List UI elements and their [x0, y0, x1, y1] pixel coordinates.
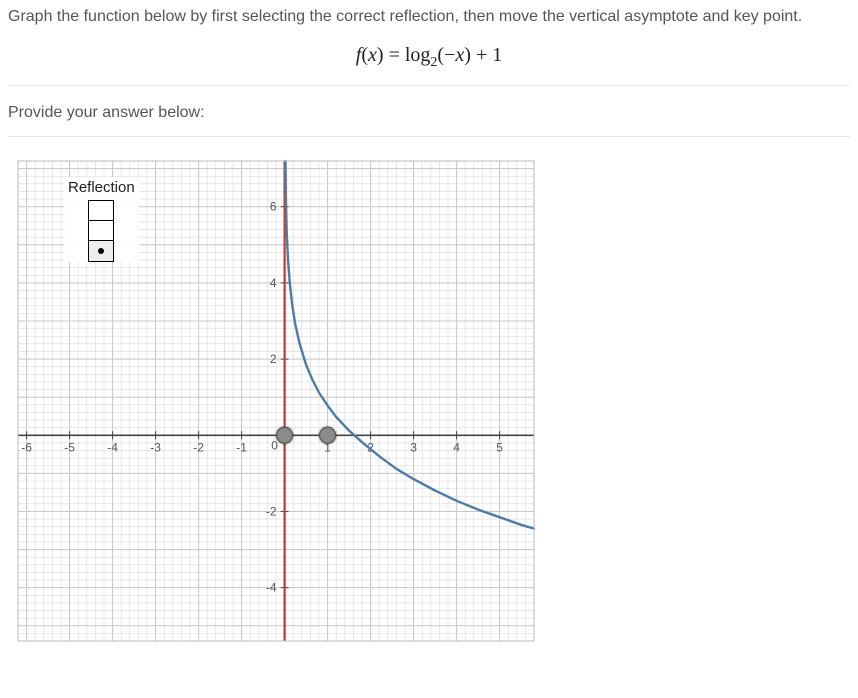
divider-top [8, 85, 850, 86]
svg-text:-3: -3 [150, 440, 161, 454]
reflection-option-2[interactable] [89, 221, 113, 241]
answer-label: Provide your answer below: [8, 104, 850, 122]
svg-text:6: 6 [270, 200, 277, 214]
svg-text:-1: -1 [236, 440, 247, 454]
divider-bottom [8, 136, 850, 137]
svg-text:-6: -6 [21, 440, 32, 454]
reflection-options [88, 200, 114, 262]
svg-text:4: 4 [270, 276, 277, 290]
svg-text:2: 2 [270, 352, 277, 366]
svg-text:-2: -2 [193, 440, 204, 454]
reflection-option-selected[interactable] [89, 241, 113, 261]
svg-text:-4: -4 [107, 440, 118, 454]
graph-area[interactable]: -6-5-4-3-2-1012345-4-2246 Reflection [8, 151, 544, 651]
svg-text:4: 4 [453, 440, 460, 454]
reflection-option-1[interactable] [89, 201, 113, 221]
formula: f(x) = log2(−x) + 1 [8, 44, 850, 71]
question-text: Graph the function below by first select… [8, 8, 850, 26]
svg-text:5: 5 [496, 440, 503, 454]
reflection-panel: Reflection [64, 177, 139, 262]
selected-dot-icon [98, 248, 104, 254]
svg-text:3: 3 [410, 440, 417, 454]
asymptote-handle[interactable] [275, 425, 295, 445]
svg-text:-5: -5 [64, 440, 75, 454]
svg-text:-2: -2 [266, 504, 277, 518]
svg-text:-4: -4 [266, 581, 277, 595]
reflection-title: Reflection [64, 177, 139, 198]
key-point-handle[interactable] [318, 425, 338, 445]
